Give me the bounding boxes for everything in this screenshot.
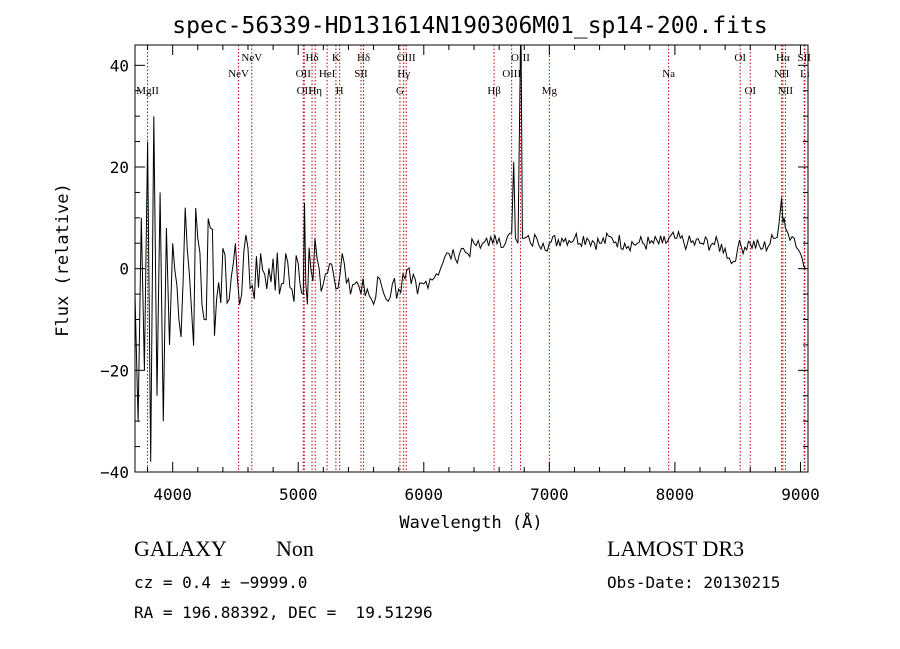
- chart-title: spec-56339-HD131614N190306M01_sp14-200.f…: [172, 13, 767, 39]
- x-tick-label: 4000: [153, 485, 192, 504]
- x-tick-label: 5000: [279, 485, 318, 504]
- x-axis-label: Wavelength (Å): [399, 511, 542, 533]
- x-axis: 4000 5000 6000 7000 8000 9000: [147, 45, 820, 504]
- marker-label: OII: [297, 85, 313, 97]
- marker-label: Hα: [776, 52, 790, 64]
- object-class: GALAXY: [134, 536, 227, 561]
- marker-label: MgII: [136, 85, 159, 97]
- marker-label: NeV: [241, 52, 262, 64]
- y-tick-label: −20: [100, 361, 129, 380]
- marker-label: OIII: [502, 68, 521, 80]
- x-tick-label: 6000: [405, 485, 444, 504]
- marker-label: NII: [774, 68, 790, 80]
- y-tick-label: −40: [100, 463, 129, 482]
- survey-name: LAMOST DR3: [607, 536, 745, 561]
- marker-label: Na: [662, 68, 675, 80]
- marker-label: Hβ: [487, 85, 501, 97]
- marker-label: Mg: [542, 85, 558, 97]
- marker-label: OIII: [397, 52, 416, 64]
- marker-label: OI: [734, 52, 746, 64]
- redshift-cz: cz = 0.4 ± −9999.0: [134, 573, 308, 592]
- x-tick-label: 8000: [656, 485, 695, 504]
- x-tick-label: 7000: [530, 485, 569, 504]
- marker-label: NII: [778, 85, 794, 97]
- marker-label: Hγ: [397, 68, 410, 80]
- marker-label: Hη: [308, 85, 322, 97]
- marker-label: G: [396, 85, 404, 97]
- y-axis: −40 −20 0 20 40: [100, 56, 808, 482]
- marker-label: Hδ: [357, 52, 370, 64]
- y-tick-label: 20: [110, 158, 129, 177]
- marker-label: K: [332, 52, 340, 64]
- marker-label: OI: [744, 85, 756, 97]
- spectrum-series-line: [134, 44, 806, 462]
- observation-date: Obs-Date: 20130215: [607, 573, 781, 592]
- marker-label: OII: [296, 68, 312, 80]
- marker-label: HeI: [319, 68, 336, 80]
- marker-label: NeV: [228, 68, 249, 80]
- marker-label: Hδ: [305, 52, 318, 64]
- object-subclass: Non: [276, 536, 314, 561]
- y-tick-label: 0: [119, 260, 129, 279]
- y-axis-label: Flux (relative): [53, 183, 73, 337]
- line-markers: [147, 45, 806, 472]
- spectrum-chart: spec-56339-HD131614N190306M01_sp14-200.f…: [53, 13, 820, 533]
- plot-frame: [134, 44, 809, 473]
- ra-dec: RA = 196.88392, DEC = 19.51296: [134, 603, 433, 622]
- y-tick-label: 40: [110, 56, 129, 75]
- marker-label: SII: [354, 68, 368, 80]
- marker-label: SII: [798, 52, 812, 64]
- marker-label: Li: [800, 68, 810, 80]
- x-tick-label: 9000: [781, 485, 820, 504]
- marker-label: H: [336, 85, 344, 97]
